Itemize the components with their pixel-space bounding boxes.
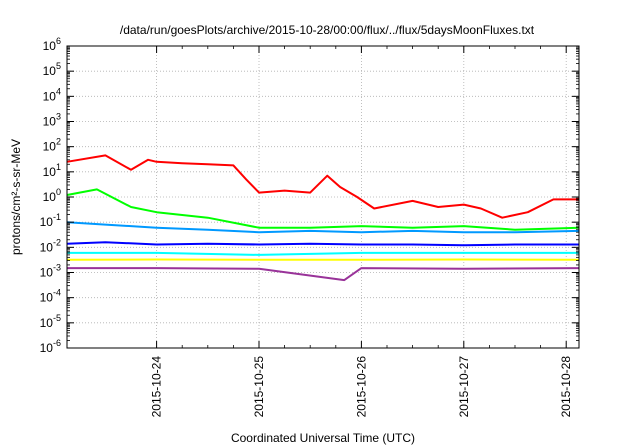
series-group — [66, 154, 580, 282]
series-line-2 — [66, 188, 580, 231]
y-tick-label: 10-2 — [40, 237, 61, 254]
x-tick-label: 2015-10-25 — [252, 356, 266, 418]
series-line-1 — [66, 154, 579, 219]
x-axis-label: Coordinated Universal Time (UTC) — [231, 431, 415, 445]
y-tick-label: 104 — [43, 86, 61, 103]
y-tick-label: 10-1 — [40, 212, 61, 229]
x-tick-label: 2015-10-28 — [559, 356, 573, 418]
y-tick-label: 10-4 — [40, 288, 61, 305]
y-axis: 10-6 10-5 10-4 10-3 10-2 10-1 100 101 102 103 104 1… — [40, 36, 579, 355]
y-tick-label: 102 — [43, 137, 61, 154]
series-line-7 — [67, 267, 580, 282]
series-line-5 — [67, 251, 579, 256]
y-tick-label: 10-3 — [40, 263, 61, 280]
series-line-4 — [66, 241, 579, 247]
y-tick-label: 105 — [43, 61, 61, 78]
y-axis-label: protons/cm²-s-sr-MeV — [9, 139, 23, 255]
x-tick-label: 2015-10-26 — [354, 356, 368, 418]
y-tick-label: 106 — [43, 36, 61, 53]
x-axis: 2015-10-24 2015-10-25 2015-10-26 2015-10-27… — [150, 46, 573, 418]
x-tick-label: 2015-10-27 — [457, 356, 471, 418]
y-tick-label: 103 — [43, 112, 61, 129]
y-tick-label: 100 — [43, 187, 61, 204]
y-tick-label: 10-6 — [40, 338, 61, 355]
y-tick-label: 10-5 — [40, 313, 61, 330]
chart-title: /data/run/goesPlots/archive/2015-10-28/0… — [120, 23, 535, 37]
grid — [67, 46, 579, 348]
y-tick-label: 101 — [43, 162, 61, 179]
series-line-3 — [66, 221, 580, 234]
x-tick-label: 2015-10-24 — [150, 356, 164, 418]
